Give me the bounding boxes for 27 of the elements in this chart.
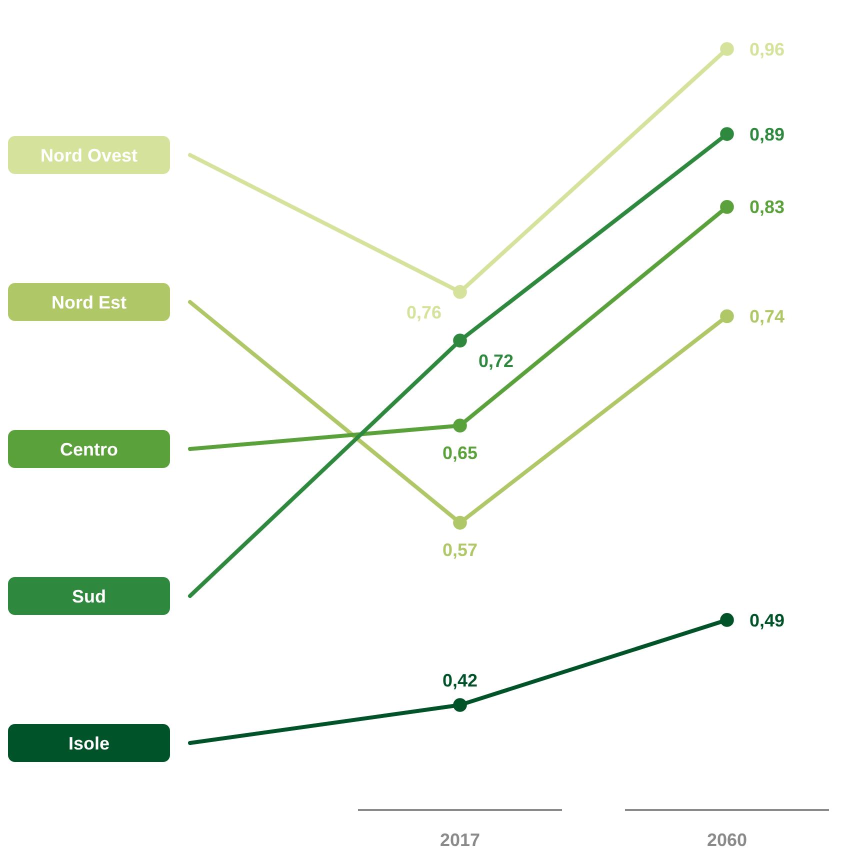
point [720, 200, 734, 214]
data-label: 0,72 [478, 350, 514, 371]
point [453, 698, 467, 712]
x-tick-label: 2017 [440, 830, 480, 850]
x-tick-label: 2060 [706, 830, 748, 850]
data-label: 0,42 [442, 670, 478, 690]
point [453, 516, 467, 530]
data-label: 0,96 [749, 39, 785, 60]
point [453, 285, 467, 299]
text: Nord Est [51, 292, 127, 312]
data-label: 0,57 [442, 540, 478, 560]
point [720, 42, 734, 56]
point [720, 613, 734, 627]
data-label: 0,76 [406, 302, 442, 322]
text: Centro [60, 439, 118, 460]
data-label: 0,83 [749, 197, 785, 218]
point [453, 418, 467, 432]
point [453, 334, 467, 348]
data-label: 0,89 [749, 124, 785, 144]
point [720, 127, 734, 141]
data-label: 0,65 [442, 442, 478, 463]
data-label: 0,74 [749, 306, 785, 327]
text: Isole [68, 733, 110, 754]
text: Sud [72, 586, 106, 606]
text: Nord Ovest [40, 145, 138, 166]
data-label: 0,49 [749, 610, 785, 630]
point [720, 309, 734, 324]
